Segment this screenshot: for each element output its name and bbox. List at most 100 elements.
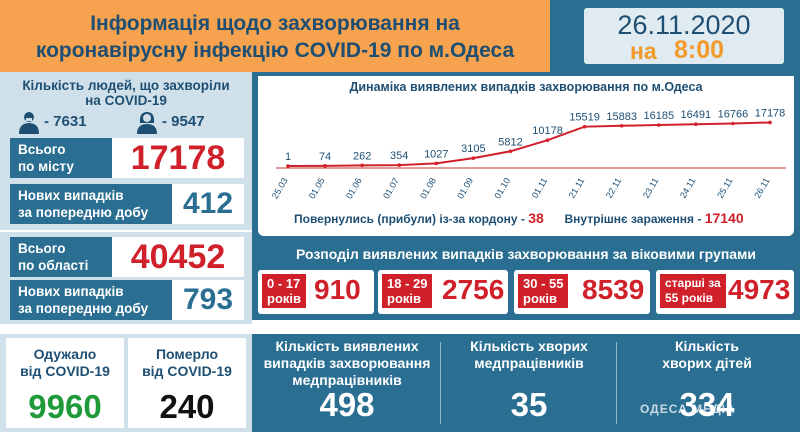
data-point	[694, 122, 698, 127]
data-point	[323, 164, 327, 168]
sick-title: Кількість людей, що захворіли на COVID-1…	[0, 78, 252, 108]
internal-label: Внутрішнє зараження -	[564, 212, 702, 226]
report-date: 26.11.2020	[617, 10, 751, 40]
x-tick-label: 21.11	[567, 176, 587, 200]
date-box: 26.11.2020 на 8:00	[584, 8, 784, 64]
divider	[616, 342, 617, 424]
sick-title-line-2: на COVID-19	[85, 93, 167, 108]
data-point	[768, 120, 772, 125]
data-point	[286, 164, 290, 168]
city-new-label: Нових випадків за попередню добу	[10, 184, 172, 224]
age-value-18-29: 2756	[442, 274, 505, 305]
header-title: Інформація щодо захворювання на коронаві…	[0, 0, 550, 72]
recovered-label-line-2: від COVID-19	[20, 363, 110, 379]
line-chart: 1 25.03 74 01.05 262 01.06 354 01.07 1027 01.08 31…	[270, 107, 786, 201]
died-card: Померло від COVID-19 240	[128, 338, 246, 428]
city-new-label-line-2: за попередню добу	[18, 205, 149, 220]
chart-title: Динаміка виявлених випадків захворювання…	[349, 80, 703, 94]
data-label: 354	[390, 150, 408, 162]
recovered-card: Одужало від COVID-19 9960	[6, 338, 124, 428]
city-new-label-line-1: Нових випадків	[18, 188, 124, 203]
age-tag-0-17: 0 - 17 років	[262, 274, 306, 308]
outcome-panel: Одужало від COVID-19 9960 Померло від CO…	[0, 334, 252, 432]
region-new-label-line-2: за попередню добу	[18, 301, 149, 316]
age-value-30-55: 8539	[582, 274, 645, 305]
data-point	[582, 124, 587, 129]
recovered-value: 9960	[28, 388, 102, 425]
title-line-1: Інформація щодо захворювання на	[90, 12, 460, 35]
age-tag-55plus: старші за 55 років	[660, 274, 726, 308]
region-new-label: Нових випадків за попередню добу	[10, 280, 172, 320]
medics-label-line-2: випадків захворювання	[263, 355, 431, 371]
age-tag-line-2: років	[267, 291, 301, 306]
media-watermark: ОДЕСА МЕДІА	[640, 402, 736, 416]
region-total-label: Всього по області	[10, 237, 112, 277]
city-total-label: Всього по місту	[10, 138, 112, 178]
city-total-label-line-1: Всього	[18, 142, 66, 157]
x-tick-label: 22.11	[604, 176, 624, 200]
data-point	[471, 156, 476, 160]
data-label: 1027	[424, 148, 448, 160]
returned-value: 38	[528, 210, 544, 226]
age-group-0-17: 0 - 17 років 910	[258, 270, 374, 314]
imports-row: Повернулись (прибули) із-за кордону - 38…	[294, 210, 744, 226]
divider	[440, 342, 441, 424]
medical-panel	[252, 334, 800, 432]
internal-value: 17140	[704, 210, 744, 226]
x-tick-label: 01.06	[344, 176, 364, 201]
data-label: 10178	[532, 125, 563, 137]
sick-children-label-line-1: Кількість	[674, 338, 740, 354]
recovered-label: Одужало від COVID-19	[6, 346, 124, 380]
city-panel: Кількість людей, що захворіли на COVID-1…	[0, 72, 252, 230]
sick-children-label: Кількість хворих дітей	[620, 338, 794, 372]
medics-label: Кількість виявлених випадків захворюванн…	[258, 338, 436, 389]
title-line-2: коронавірусну інфекцію COVID-19 по м.Оде…	[35, 39, 515, 62]
data-label: 1	[285, 151, 291, 163]
x-tick-label: 01.08	[418, 176, 438, 201]
died-label: Померло від COVID-19	[128, 346, 246, 380]
data-point	[397, 163, 402, 167]
sick-medics-value: 35	[510, 386, 548, 423]
sick-medics-label-line-1: Кількість хворих	[470, 338, 588, 354]
city-new-value: 412	[172, 184, 244, 224]
data-point	[731, 121, 735, 126]
time-prefix: на	[630, 38, 657, 64]
age-tag-line-2: 55 років	[665, 291, 714, 305]
returned-label: Повернулись (прибули) із-за кордону -	[294, 212, 525, 226]
data-point	[656, 123, 661, 127]
age-tag-line-1: 18 - 29	[387, 276, 428, 291]
data-label: 3105	[461, 143, 485, 155]
data-label: 16491	[681, 109, 712, 121]
sick-title-line-1: Кількість людей, що захворіли	[22, 78, 230, 93]
age-tag-line-1: 30 - 55	[523, 276, 564, 291]
age-group-30-55: 30 - 55 років 8539	[514, 270, 650, 314]
data-label: 5812	[498, 136, 522, 148]
x-tick-label: 24.11	[678, 176, 698, 200]
medics-value: 498	[319, 386, 375, 423]
died-label-line-2: від COVID-19	[142, 363, 232, 379]
age-title: Розподіл виявлених випадків захворювання…	[295, 246, 757, 262]
age-tag-line-1: 0 - 17	[267, 276, 301, 291]
men-count: - 7631	[44, 113, 87, 130]
dynamics-panel: Динаміка виявлених випадків захворювання…	[252, 72, 800, 238]
age-value-55plus: 4973	[728, 274, 791, 305]
x-tick-label: 01.09	[455, 176, 475, 201]
data-point	[619, 123, 624, 128]
region-new-label-line-1: Нових випадків	[18, 284, 124, 299]
report-time: 8:00	[674, 36, 725, 64]
region-total-label-line-2: по області	[18, 258, 89, 273]
x-tick-label: 01.11	[530, 176, 550, 200]
man-icon	[19, 112, 39, 134]
data-point	[545, 138, 550, 143]
x-tick-label: 25.11	[715, 176, 735, 200]
city-total-label-line-2: по місту	[18, 159, 74, 174]
sick-medics-label-line-2: медпрацівників	[474, 355, 584, 371]
women-count: - 9547	[162, 113, 205, 130]
died-value: 240	[159, 388, 215, 425]
x-tick-label: 26.11	[752, 176, 772, 200]
data-point	[508, 149, 513, 154]
city-total-value: 17178	[112, 138, 244, 178]
x-tick-label: 01.07	[381, 176, 401, 201]
age-group-55plus: старші за 55 років 4973	[656, 270, 794, 314]
region-total-label-line-1: Всього	[18, 241, 66, 256]
